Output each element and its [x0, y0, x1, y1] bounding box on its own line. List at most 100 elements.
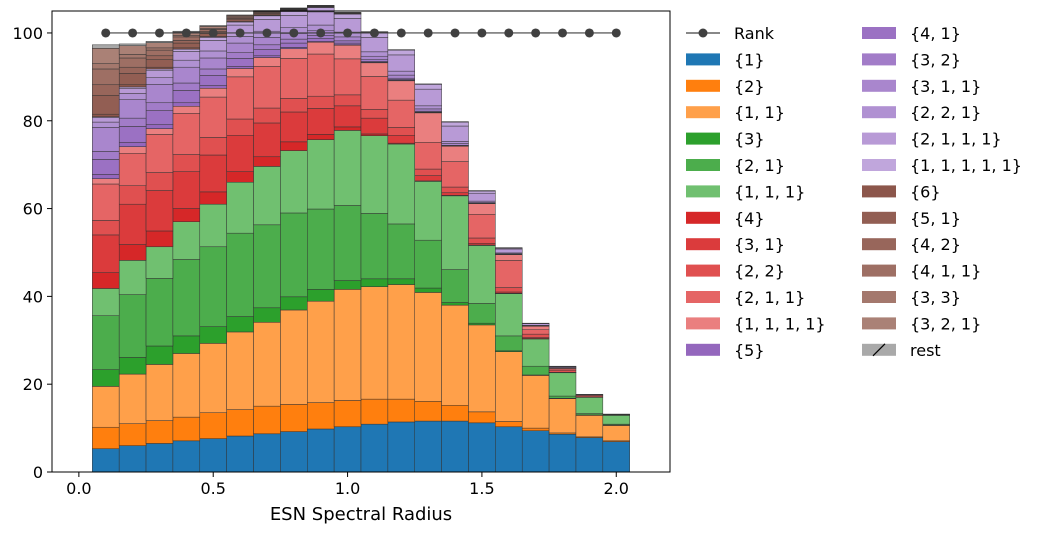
segment-3-1-1-0 [92, 127, 120, 152]
segment-1-1-1-1-0 [92, 178, 120, 185]
segment-1-1-11 [387, 284, 415, 400]
segment-1-1-19 [602, 425, 630, 442]
segment-3-1-7 [280, 111, 308, 143]
segment-2-1-1-1-8 [307, 11, 335, 26]
segment-1-1-1-1-1-5 [226, 21, 254, 26]
axes-frame [51, 10, 671, 473]
segment-3-2-3 [172, 82, 201, 91]
segment-2-1-1-1-13 [441, 125, 469, 142]
legend-item-1: {1} [686, 50, 765, 69]
segment-2-1-1-14 [468, 214, 496, 239]
legend-swatch-4-1 [862, 27, 896, 39]
segment-1-1-1-1-14 [468, 203, 496, 215]
segment-1-13 [441, 420, 469, 473]
segment-2-1-1-1-15 [495, 248, 523, 254]
segment-3-9 [333, 280, 362, 290]
segment-6-0 [92, 113, 120, 118]
legend-swatch-3-2-1 [862, 317, 896, 330]
segment-1-1-9 [333, 289, 362, 401]
segment-1-1-1-1-5 [226, 68, 254, 78]
segment-4-6 [253, 156, 281, 167]
series-4 [92, 126, 550, 340]
segment-3-1-1-13 [441, 143, 469, 146]
legend-item-2-2-1: {2, 2, 1} [862, 103, 981, 122]
segment-2-10 [360, 398, 389, 425]
legend-item-1-1-1-1: {1, 1, 1, 1} [686, 314, 826, 333]
segment-2-2-16 [521, 333, 550, 338]
segment-1-1-14 [468, 324, 496, 413]
segment-1-1-12 [414, 292, 442, 402]
segment-1-1-1 [118, 373, 147, 424]
segment-3-1-13 [441, 192, 469, 196]
segment-3-1-6 [253, 122, 281, 158]
segment-1-1-18 [575, 415, 604, 438]
rank-point-3 [181, 28, 191, 38]
segment-3-3-2 [145, 47, 174, 51]
legend-label-3-1: {3, 1} [734, 235, 785, 254]
segment-2-1-12 [414, 239, 442, 289]
segment-3-2-2 [145, 102, 174, 111]
rank-point-5 [235, 28, 245, 38]
legend-label-4-1: {4, 1} [910, 24, 961, 43]
legend-item-5: {5} [686, 341, 765, 360]
segment-1-1-1-1-8 [307, 41, 335, 55]
legend-swatch-4-1-1 [862, 264, 896, 277]
series-3-1 [92, 105, 577, 374]
segment-5-1-2 [145, 59, 174, 68]
legend-item-3-1: {3, 1} [686, 235, 785, 254]
segment-2-1-1-1-16 [521, 323, 550, 326]
segment-1-1-1-18 [575, 397, 604, 414]
segment-1-1-1-1-6 [253, 57, 281, 67]
legend-swatch-2-1 [686, 159, 720, 171]
segment-2-1-1-9 [333, 58, 362, 96]
segment-2-1-1 [118, 294, 147, 358]
segment-2-3 [172, 416, 201, 442]
series-2-1 [92, 205, 630, 426]
segment-1-1-1-1-1-11 [387, 49, 415, 56]
series-1-1 [92, 284, 630, 442]
segment-2-2-6 [253, 107, 281, 124]
legend-hatch-rest [872, 343, 886, 357]
legend-label-3-2: {3, 2} [910, 50, 961, 69]
segment-4-1-1 [118, 126, 147, 143]
legend-swatch-2-1-1-1 [862, 132, 896, 145]
segment-2-1-5 [226, 232, 254, 317]
segment-4-1-6 [253, 49, 281, 57]
x-tick-label-0: 0.0 [66, 479, 91, 498]
legend-label-1-1-1-1: {1, 1, 1, 1} [734, 314, 826, 333]
segment-2-12 [414, 401, 442, 422]
segment-2-1-1-16 [521, 329, 550, 335]
legend-swatch-1-1-1-1 [686, 317, 720, 330]
segment-1-1-1-1-1-14 [468, 190, 496, 194]
segment-1-1-13 [441, 304, 469, 406]
legend-label-4: {4} [734, 209, 765, 228]
segment-3-2-1 [118, 117, 147, 127]
segment-1-1-1-2 [145, 246, 174, 279]
segment-2-1-1-1-2 [145, 70, 174, 78]
legend-swatch-6 [862, 185, 896, 198]
segment-2-1-1-12 [414, 142, 442, 170]
segment-3-11 [387, 278, 415, 285]
segment-1-1-8 [307, 300, 335, 403]
segment-1-1-16 [521, 375, 550, 429]
segment-2-1-14 [468, 303, 496, 324]
segment-1-1-3 [172, 353, 201, 418]
legend-swatch-1-1 [686, 106, 720, 119]
segment-2-1-1-1-3 [172, 51, 201, 61]
segment-1-2 [145, 443, 174, 473]
segment-2-8 [307, 402, 335, 430]
segment-1-10 [360, 423, 389, 473]
segment-2-2-9 [333, 94, 362, 107]
legend-item-2-1: {2, 1} [686, 156, 785, 175]
legend-item-3-2: {3, 2} [862, 50, 961, 69]
segment-3-3-1 [118, 54, 147, 59]
legend-item-2: {2} [686, 77, 765, 96]
segment-4-2-0 [92, 84, 120, 96]
legend-item-1-1-1-1-1: {1, 1, 1, 1, 1} [862, 156, 1022, 175]
segment-1-1-1-19 [602, 415, 630, 425]
legend-item-2-2: {2, 2} [686, 262, 785, 281]
segment-4-1-1-0 [92, 68, 120, 86]
legend-label-1: {1} [734, 50, 765, 69]
segment-2-1-6 [253, 224, 281, 309]
segment-4-7 [280, 141, 308, 151]
